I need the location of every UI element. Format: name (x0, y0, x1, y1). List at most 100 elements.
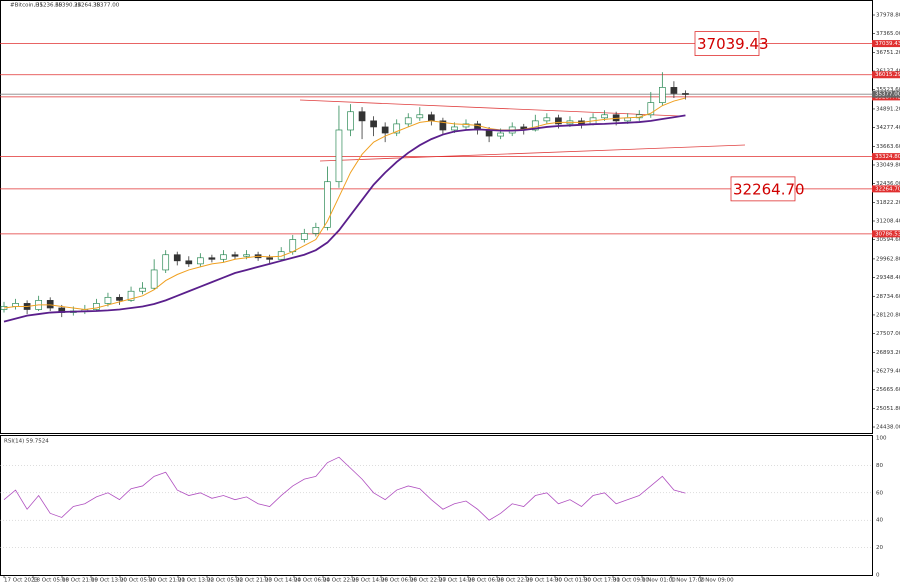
callout-label: 32264.70 (733, 180, 805, 198)
candle-body (116, 296, 123, 301)
rsi-title: RSI(14) 59.7524 (4, 439, 49, 445)
x-tick-label: 1 Nov 01:00 (642, 578, 676, 584)
x-tick-label: 20 Oct 21:00 (149, 578, 185, 584)
x-tick-label: 30 Oct 01:00 (555, 578, 591, 584)
y-tick-label: 37365.00 (876, 31, 900, 37)
candle-body (543, 117, 551, 122)
x-tick-label: 20 Oct 05:00 (120, 578, 156, 584)
x-tick-label: 28 Oct 06:00 (468, 578, 504, 584)
level-tag (872, 230, 900, 238)
x-tick-label: 28 Oct 22:00 (497, 578, 533, 584)
x-tick-label: 22 Oct 05:00 (207, 578, 243, 584)
candle-body (531, 120, 539, 131)
level-label: 36015.29 (875, 72, 900, 78)
y-tick-label: 30594.60 (876, 237, 900, 243)
candle-body (647, 102, 655, 116)
x-tick-label: 26 Oct 22:00 (410, 578, 446, 584)
x-tick-label: 19 Oct 13:00 (91, 578, 127, 584)
x-tick-label: 27 Oct 14:00 (439, 578, 475, 584)
callout-box (730, 176, 796, 202)
x-tick-label: 18 Oct 05:00 (33, 578, 69, 584)
candle-body (173, 254, 181, 262)
candle-body (104, 296, 112, 304)
candle-body (555, 117, 562, 125)
candle-body (601, 114, 608, 119)
level-label: 32264.70 (875, 186, 900, 192)
y-tick-label: 29348.40 (876, 275, 900, 281)
rsi-line (3, 456, 686, 521)
candle-body (404, 117, 412, 125)
x-tick-label: 24 Oct 06:00 (294, 578, 330, 584)
y-tick-label: 27507.00 (876, 331, 900, 337)
y-tick-label: 26893.20 (876, 350, 900, 356)
trend-line (319, 144, 746, 162)
candle-body (658, 87, 666, 103)
y-tick-label: 37978.80 (876, 13, 900, 19)
candle-body (370, 120, 377, 128)
level-label: 33324.80 (875, 154, 900, 160)
x-tick-label: 25 Oct 14:00 (352, 578, 388, 584)
y-tick-label: 25665.60 (876, 387, 900, 393)
candle-body (312, 226, 320, 234)
candle-body (393, 123, 401, 134)
x-tick-label: 30 Oct 17:00 (584, 578, 620, 584)
candle-body (682, 93, 689, 95)
candle-body (231, 254, 239, 257)
x-tick-label: 18 Oct 21:00 (62, 578, 98, 584)
candle-body (185, 260, 193, 265)
x-tick-label: 31 Oct 09:00 (613, 578, 649, 584)
ohlc-value: 35390.24 (55, 3, 82, 9)
level-label: 37039.43 (875, 41, 900, 47)
y-tick-label: 29962.80 (876, 256, 900, 262)
candle-body (439, 120, 447, 131)
x-tick-label: 29 Oct 14:00 (526, 578, 562, 584)
y-tick-label: 25051.80 (876, 406, 900, 412)
candle-body (358, 111, 366, 122)
candle-body (451, 126, 458, 131)
rsi-tick-label: 40 (876, 518, 883, 524)
current-tag (872, 90, 900, 98)
candle-body (127, 290, 135, 301)
y-tick-label: 33049.80 (876, 162, 900, 168)
candle-body (289, 239, 297, 253)
x-tick-label: 26 Oct 06:00 (381, 578, 417, 584)
candle-body (335, 129, 343, 183)
x-tick-label: 2 Nov 09:00 (700, 578, 734, 584)
candle-body (197, 257, 204, 265)
y-tick-label: 31208.40 (876, 219, 900, 225)
candle-body (220, 254, 227, 260)
candle-body (497, 132, 504, 137)
callout-label: 37039.43 (697, 35, 769, 53)
candle-body (266, 257, 273, 260)
y-tick-label: 26279.40 (876, 368, 900, 374)
y-tick-label: 36751.20 (876, 50, 900, 56)
candle-body (93, 303, 100, 310)
y-tick-label: 34891.20 (876, 106, 900, 112)
x-tick-label: 22 Oct 21:00 (236, 578, 272, 584)
candle-body (300, 233, 308, 240)
candle-body (428, 114, 435, 122)
x-tick-label: 1 Nov 17:00 (671, 578, 705, 584)
candle-body (162, 254, 170, 271)
level-tag (872, 40, 900, 48)
candle-body (462, 123, 470, 128)
y-tick-label: 24438.00 (876, 425, 900, 431)
y-tick-label: 28120.80 (876, 312, 900, 318)
y-tick-label: 35523.60 (876, 87, 900, 93)
candle-body (670, 87, 678, 94)
candle-body (381, 126, 389, 134)
rsi-tick-label: 80 (876, 463, 883, 469)
callout-box (694, 31, 760, 56)
y-tick-label: 32436.00 (876, 181, 900, 187)
price-panel (0, 0, 873, 434)
rsi-tick-label: 100 (876, 436, 887, 442)
rsi-panel (0, 435, 873, 576)
x-tick-label: 24 Oct 22:00 (323, 578, 359, 584)
candle-body (416, 114, 424, 119)
symbol: #Bitcoin,H1 (10, 3, 43, 9)
x-tick-label: 23 Oct 14:00 (265, 578, 301, 584)
x-tick-label: 17 Oct 2023 (4, 578, 39, 584)
trend-line (299, 99, 681, 117)
level-label: 30786.53 (875, 231, 900, 237)
